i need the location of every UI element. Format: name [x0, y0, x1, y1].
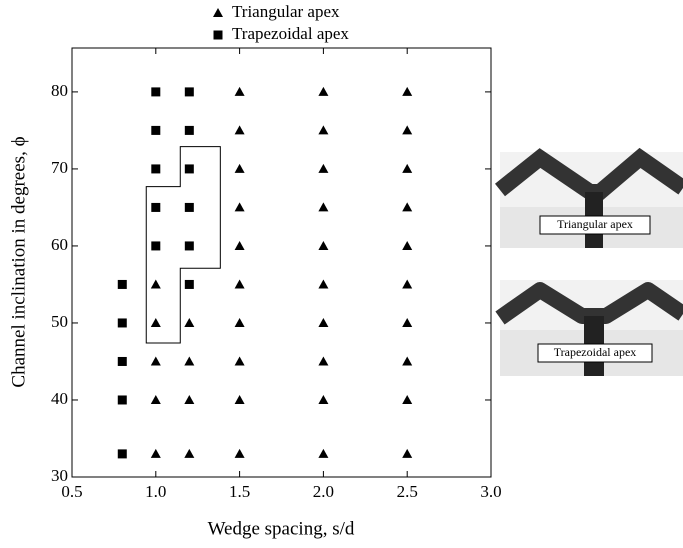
triangle-marker	[318, 240, 329, 250]
triangle-marker	[318, 317, 329, 327]
triangle-marker	[318, 202, 329, 212]
square-marker	[117, 279, 127, 289]
y-tick-label: 40	[51, 389, 68, 408]
y-tick-label: 30	[51, 466, 68, 485]
triangle-marker	[318, 86, 329, 96]
triangle-marker	[184, 356, 195, 366]
triangle-marker	[234, 448, 245, 458]
triangle-marker	[402, 279, 413, 289]
triangle-marker	[402, 317, 413, 327]
triangle-marker	[150, 317, 161, 327]
x-tick-label: 1.0	[145, 482, 166, 501]
triangle-marker	[402, 240, 413, 250]
triangle-marker	[402, 448, 413, 458]
triangle-marker	[184, 394, 195, 404]
boundary-region	[145, 146, 221, 344]
square-marker	[184, 87, 194, 97]
triangle-marker	[234, 125, 245, 135]
y-tick-label: 70	[51, 158, 68, 177]
inset-label: Trapezoidal apex	[554, 345, 637, 359]
triangle-marker	[234, 356, 245, 366]
triangle-marker	[184, 448, 195, 458]
triangle-marker	[234, 394, 245, 404]
triangle-marker	[150, 279, 161, 289]
triangle-marker	[213, 8, 223, 17]
x-tick-label: 2.5	[397, 482, 418, 501]
triangle-marker	[318, 356, 329, 366]
square-marker	[117, 318, 127, 328]
triangle-marker	[234, 86, 245, 96]
square-marker	[151, 164, 161, 174]
square-marker	[151, 125, 161, 135]
triangle-marker	[318, 279, 329, 289]
x-tick-label: 3.0	[480, 482, 501, 501]
square-marker	[184, 125, 194, 135]
x-axis-label: Wedge spacing, s/d	[208, 518, 355, 539]
square-marker	[151, 87, 161, 97]
inset-label: Triangular apex	[557, 217, 633, 231]
square-marker	[151, 241, 161, 251]
legend-label: Trapezoidal apex	[232, 24, 349, 43]
square-marker	[117, 449, 127, 459]
inset-photo: Triangular apex	[495, 147, 683, 248]
triangle-marker	[318, 394, 329, 404]
plot-frame	[71, 47, 492, 478]
y-tick-label: 50	[51, 312, 68, 331]
square-marker	[117, 395, 127, 405]
triangle-marker	[234, 317, 245, 327]
x-tick-label: 1.5	[229, 482, 250, 501]
triangle-marker	[402, 86, 413, 96]
triangle-marker	[402, 356, 413, 366]
triangle-marker	[318, 448, 329, 458]
square-marker	[117, 356, 127, 366]
y-axis-label: Channel inclination in degrees, ϕ	[8, 136, 29, 387]
y-tick-label: 60	[51, 235, 68, 254]
x-tick-label: 0.5	[61, 482, 82, 501]
inset-photo: Trapezoidal apex	[495, 280, 683, 376]
square-marker	[213, 30, 223, 40]
triangle-marker	[234, 163, 245, 173]
triangle-marker	[318, 163, 329, 173]
triangle-marker	[234, 240, 245, 250]
triangle-marker	[234, 279, 245, 289]
triangle-marker	[234, 202, 245, 212]
legend-label: Triangular apex	[232, 2, 340, 21]
square-marker	[184, 164, 194, 174]
triangle-marker	[318, 125, 329, 135]
triangle-marker	[402, 394, 413, 404]
square-marker	[184, 241, 194, 251]
triangle-marker	[150, 356, 161, 366]
triangle-marker	[402, 125, 413, 135]
triangle-marker	[402, 163, 413, 173]
x-tick-label: 2.0	[313, 482, 334, 501]
triangle-marker	[184, 317, 195, 327]
triangle-marker	[402, 202, 413, 212]
triangle-marker	[150, 448, 161, 458]
triangle-marker	[150, 394, 161, 404]
square-marker	[151, 202, 161, 212]
square-marker	[184, 202, 194, 212]
square-marker	[184, 279, 194, 289]
y-tick-label: 80	[51, 81, 68, 100]
